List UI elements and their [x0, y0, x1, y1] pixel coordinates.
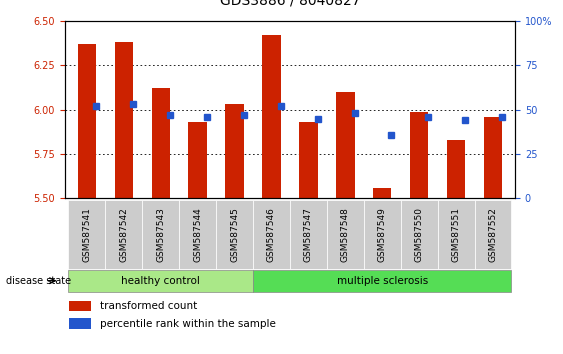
Bar — [225, 104, 244, 198]
Text: GSM587541: GSM587541 — [82, 207, 91, 262]
Bar — [373, 188, 391, 198]
Text: GSM587551: GSM587551 — [452, 207, 461, 262]
Bar — [410, 112, 428, 198]
Text: GSM587542: GSM587542 — [119, 207, 128, 262]
Bar — [151, 88, 170, 198]
Bar — [115, 42, 133, 198]
Text: multiple sclerosis: multiple sclerosis — [337, 276, 428, 286]
Text: GSM587545: GSM587545 — [230, 207, 239, 262]
Text: GSM587543: GSM587543 — [156, 207, 165, 262]
Text: GSM587552: GSM587552 — [489, 207, 498, 262]
Bar — [262, 35, 281, 198]
Text: GSM587544: GSM587544 — [193, 207, 202, 262]
Text: GDS3886 / 8040827: GDS3886 / 8040827 — [220, 0, 360, 7]
Text: GSM587547: GSM587547 — [304, 207, 313, 262]
Bar — [336, 92, 355, 198]
Text: GSM587550: GSM587550 — [415, 207, 424, 262]
Text: percentile rank within the sample: percentile rank within the sample — [100, 319, 276, 329]
Text: GSM587549: GSM587549 — [378, 207, 387, 262]
Bar — [189, 122, 207, 198]
Bar — [447, 140, 465, 198]
Text: disease state: disease state — [6, 276, 71, 286]
Bar — [484, 117, 502, 198]
Bar — [299, 122, 318, 198]
Bar — [69, 318, 91, 329]
Text: GSM587548: GSM587548 — [341, 207, 350, 262]
Bar — [69, 301, 91, 311]
Bar — [78, 44, 96, 198]
Text: transformed count: transformed count — [100, 301, 197, 311]
Text: healthy control: healthy control — [121, 276, 200, 286]
Text: GSM587546: GSM587546 — [267, 207, 276, 262]
